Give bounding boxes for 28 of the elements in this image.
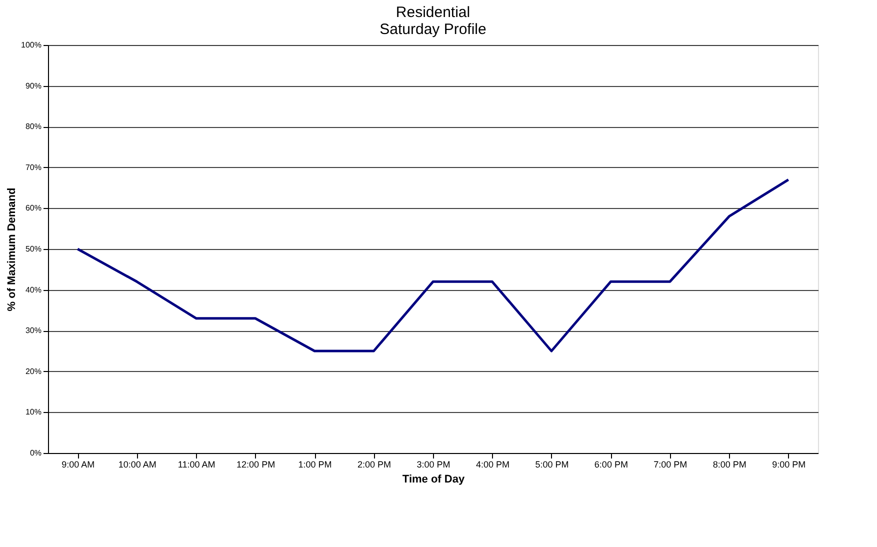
y-axis-title: % of Maximum Demand [6, 188, 18, 312]
x-tick-label: 11:00 AM [178, 460, 216, 470]
x-tick-label: 9:00 AM [62, 460, 95, 470]
y-tick-label: 10% [25, 408, 42, 417]
line-series [76, 178, 790, 352]
y-tick-label: 70% [25, 162, 42, 172]
y-tick-label: 80% [25, 122, 42, 132]
y-tick-label: 50% [25, 244, 42, 254]
x-tick-label: 2:00 PM [358, 460, 392, 470]
y-tick-label: 90% [25, 81, 42, 90]
x-tick-label: 12:00 PM [236, 460, 276, 470]
x-tick-label: 6:00 PM [594, 460, 628, 470]
x-tick-label: 5:00 PM [535, 460, 569, 470]
x-tick-label: 8:00 PM [712, 460, 746, 470]
x-tick-label: 4:00 PM [476, 460, 510, 470]
y-tick-label: 60% [25, 204, 42, 213]
y-tick-label: 40% [25, 285, 42, 294]
y-tick-label: 20% [25, 366, 42, 376]
y-tick-label: 30% [25, 326, 42, 336]
y-tick-label: 100% [21, 40, 42, 50]
x-tick-label: 7:00 PM [654, 460, 688, 470]
x-tick-label: 1:00 PM [298, 460, 332, 470]
x-tick-label: 3:00 PM [416, 460, 450, 470]
x-tick-label: 9:00 PM [772, 460, 806, 470]
chart-title: Residential Saturday Profile [380, 4, 486, 38]
y-tick-label: 0% [30, 448, 42, 458]
x-axis-title: Time of Day [402, 474, 466, 486]
x-tick-label: 10:00 AM [118, 460, 156, 470]
